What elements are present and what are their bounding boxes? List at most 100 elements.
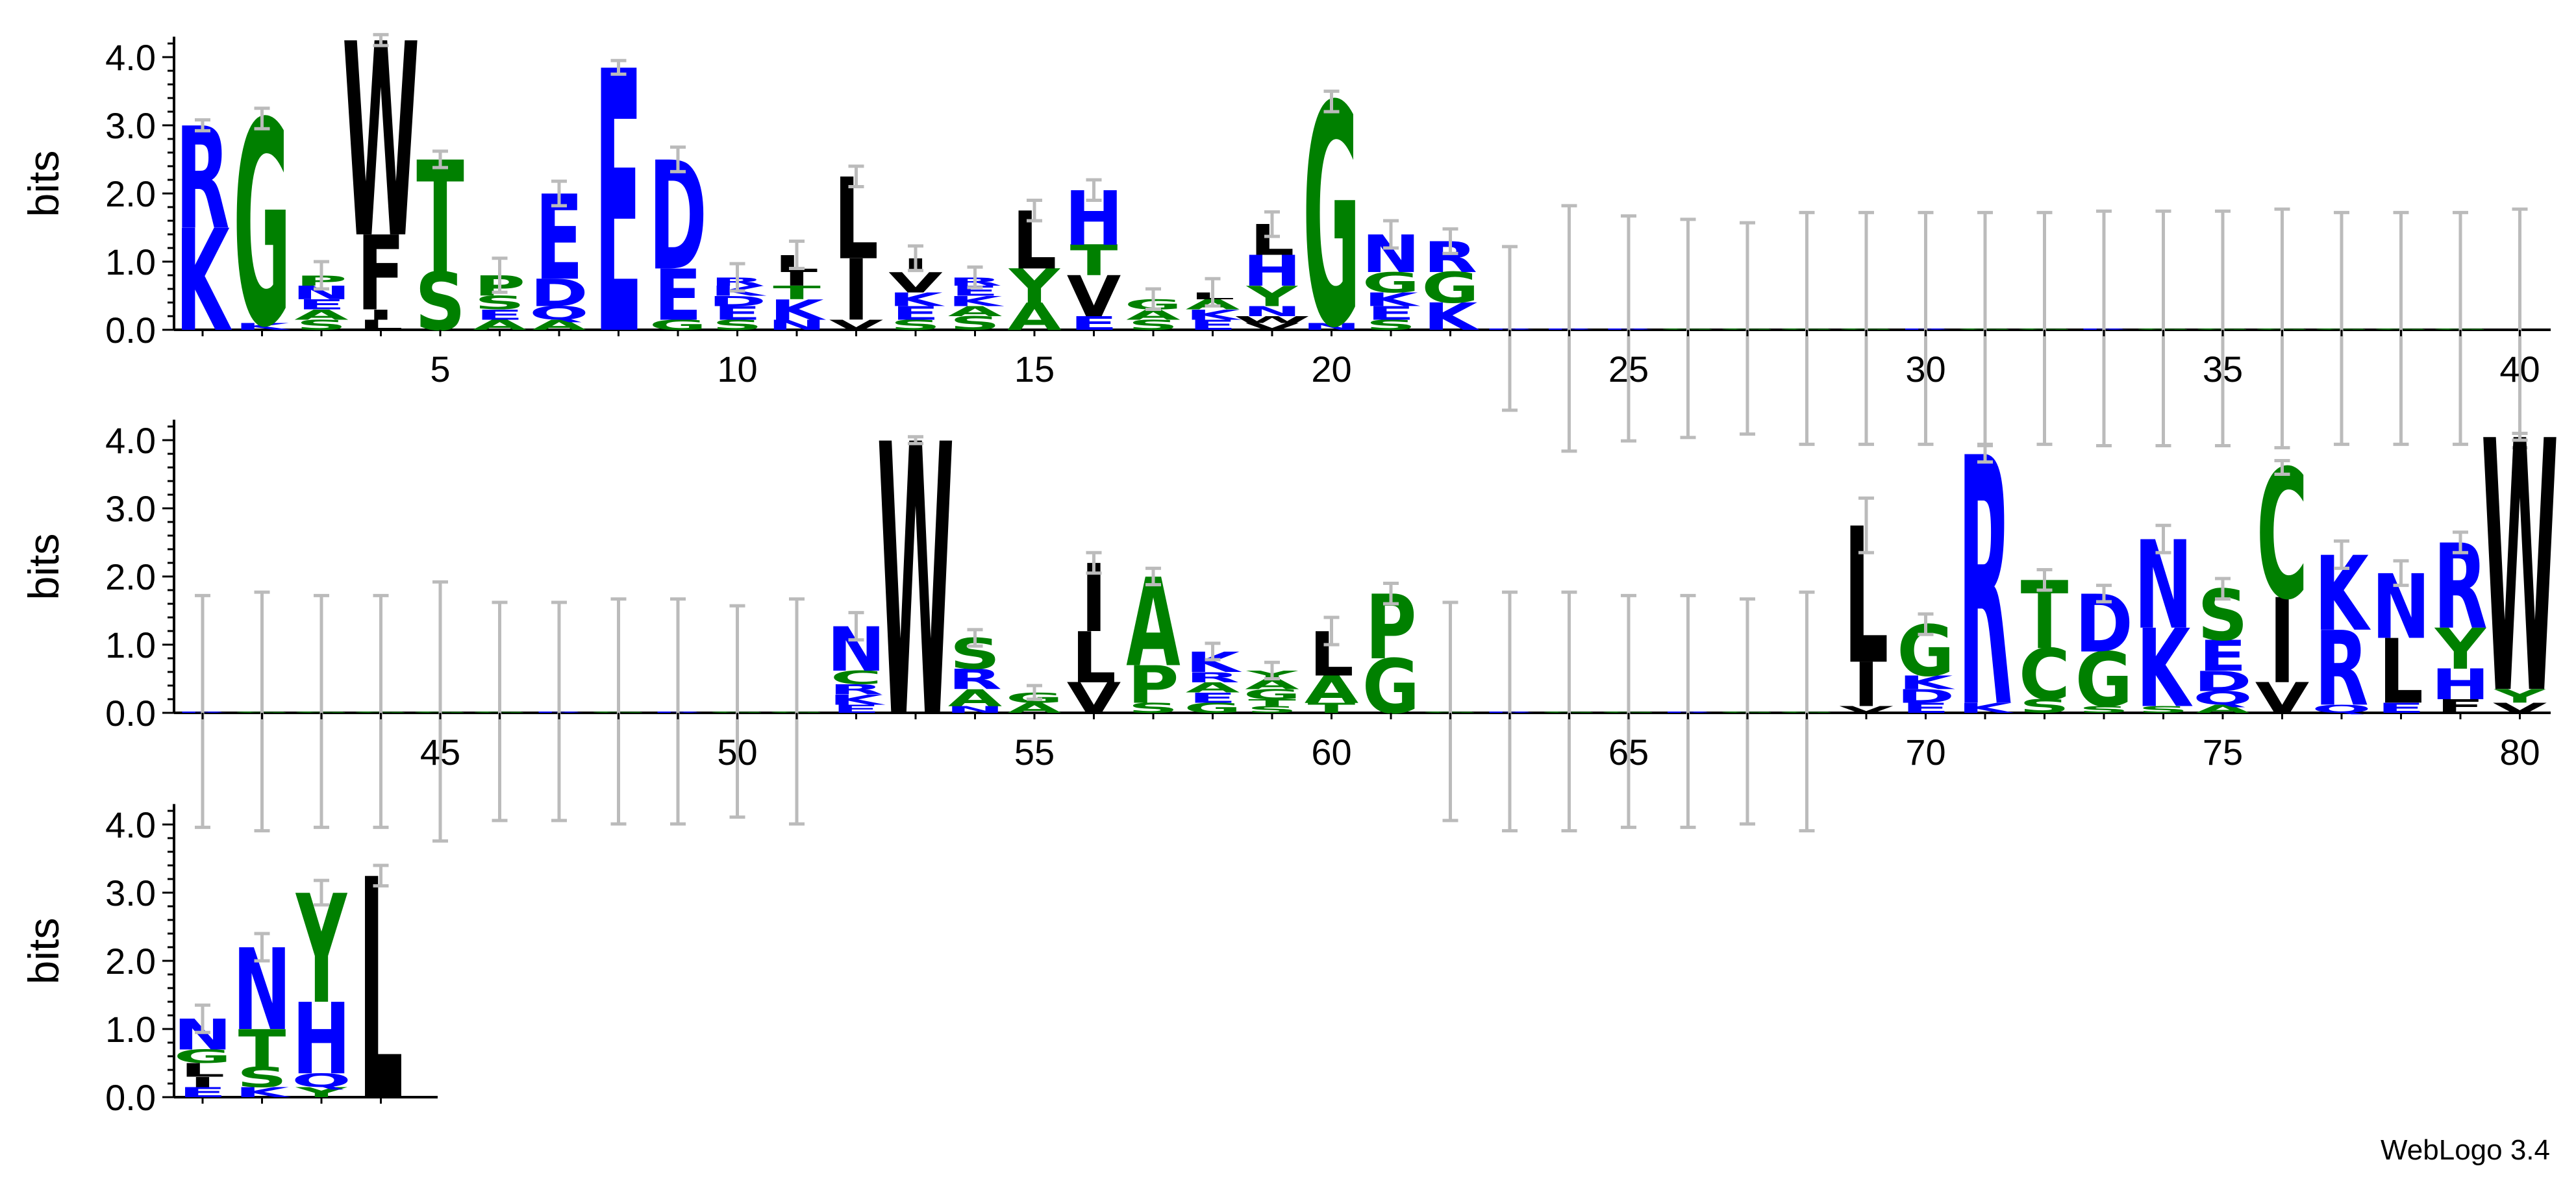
logo-column-1: KR [175, 99, 232, 364]
logo-column-73: SGD [2075, 578, 2133, 724]
logo-column-66: R [1661, 593, 1715, 829]
logo-column-9: GED [649, 130, 707, 336]
logo-letter-V: V [1245, 321, 1299, 332]
x-tick-label: 55 [1014, 732, 1055, 773]
error-bar [2334, 539, 2349, 570]
logo-column-27: G [1719, 221, 1776, 436]
logo-column-24: R [1542, 204, 1596, 453]
logo-column-49: R [651, 597, 705, 826]
error-bar [195, 1003, 210, 1034]
error-bar [1205, 641, 1221, 662]
logo-letter-G: G [1244, 686, 1301, 702]
logo-letter-E: E [2199, 632, 2247, 681]
logo-letter-K: K [235, 1084, 292, 1100]
error-bar [729, 604, 745, 819]
error-bar [195, 118, 210, 132]
error-bar [195, 593, 210, 829]
logo-column-53: W [877, 366, 954, 801]
logo-letter-W: W [2481, 369, 2558, 771]
logo-letter-T: T [238, 1019, 286, 1079]
logo-column-80: VYW [2481, 369, 2558, 771]
error-bar [1145, 287, 1161, 311]
logo-letter-K: K [888, 289, 945, 311]
error-bar [551, 179, 567, 208]
x-tick-label: 40 [2499, 349, 2540, 390]
logo-letter-D: D [708, 293, 767, 310]
error-bar [789, 240, 805, 270]
logo-letter-K: K [1186, 307, 1242, 323]
logo-column-61: GP [1362, 577, 1420, 731]
logo-column-33: R [2077, 209, 2131, 447]
error-bar [2512, 207, 2528, 450]
logo-letter-A: A [948, 303, 1003, 319]
logo-letter-K: K [1958, 700, 2014, 716]
logo-column-44: G [352, 593, 410, 829]
x-tick-label: 30 [1905, 349, 1945, 390]
error-bar [1383, 219, 1399, 250]
logo-letter-L: L [181, 1060, 225, 1082]
logo-column-25: R [1601, 214, 1656, 443]
logo-letter-H: H [1243, 246, 1301, 295]
logo-letter-E: E [297, 297, 345, 313]
logo-column-47: R [532, 601, 586, 823]
logo-letter-S: S [2138, 704, 2189, 715]
x-tick-label: 10 [717, 349, 757, 390]
logo-letter-K: K [175, 201, 232, 363]
y-tick-label: 1.0 [105, 625, 156, 665]
error-bar [908, 435, 923, 445]
error-bar [1858, 210, 1874, 446]
logo-letter-K: K [235, 321, 292, 332]
logo-letter-L: L [1071, 618, 1116, 699]
error-bar [670, 597, 686, 826]
logo-column-43: G [293, 593, 350, 829]
error-bar [967, 628, 983, 648]
error-bar [729, 262, 745, 293]
error-bar [254, 106, 270, 130]
logo-column-14: SAKER [948, 265, 1005, 334]
logo-column-10: SEDKR [708, 262, 767, 333]
error-bar [314, 260, 329, 291]
logo-letter-E: E [892, 303, 940, 325]
logo-column-59: STGAY [1244, 660, 1301, 715]
error-bar [1383, 582, 1399, 606]
error-bar [1027, 684, 1042, 701]
logo-column-74: SKN [2134, 515, 2193, 732]
error-bar [551, 601, 567, 823]
logo-column-29: G [1838, 210, 1895, 446]
logo-column-20: NG [1302, 42, 1360, 395]
logo-column-8: E [595, 0, 643, 415]
logo-letter-V: V [1067, 265, 1121, 330]
error-bar [2512, 432, 2528, 442]
x-tick-label: 65 [1608, 732, 1649, 773]
logo-letter-Y: Y [2494, 686, 2546, 708]
x-tick-label: 45 [420, 732, 460, 773]
logo-column-3: SAENP [292, 260, 351, 333]
error-bar [1442, 601, 1458, 823]
logo-column-55: AG [1006, 684, 1063, 716]
error-bar [432, 580, 448, 843]
logo-letter-Y: Y [2434, 617, 2487, 682]
error-bar [1086, 178, 1102, 202]
error-bar [1323, 615, 1340, 647]
logo-letter-A: A [1305, 669, 1359, 712]
logo-letter-W: W [1233, 314, 1310, 325]
logo-row-1: bits0.01.02.03.04.0KRKGSAENPLIFWST5AESPA… [19, 0, 2551, 453]
error-bar [1205, 277, 1221, 308]
logo-column-35: G [2194, 209, 2251, 447]
error-bar [1740, 597, 1755, 826]
logo-letter-D: D [1897, 686, 1955, 708]
logo-column-62: G [1421, 601, 1479, 823]
logo-column-26: G [1659, 217, 1717, 440]
y-axis-label: bits [19, 918, 68, 985]
logo-column-37: G [2313, 210, 2370, 446]
y-tick-label: 1.0 [105, 1009, 156, 1050]
y-tick-label: 4.0 [105, 420, 156, 461]
